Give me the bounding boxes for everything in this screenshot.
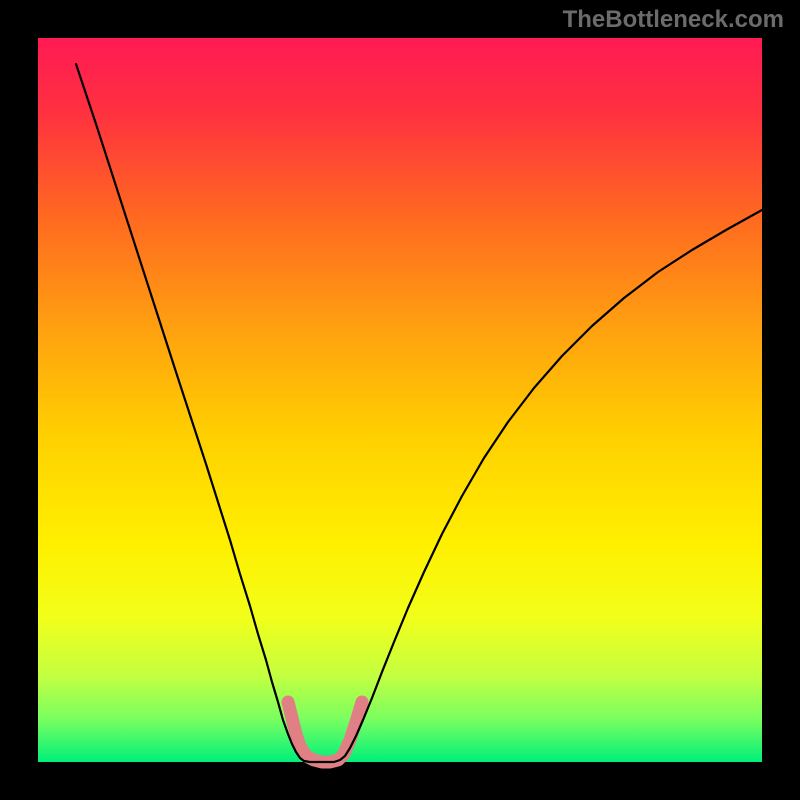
plot-background-gradient bbox=[38, 38, 762, 762]
chart-container: TheBottleneck.com bbox=[0, 0, 800, 800]
bottleneck-chart-svg bbox=[0, 0, 800, 800]
